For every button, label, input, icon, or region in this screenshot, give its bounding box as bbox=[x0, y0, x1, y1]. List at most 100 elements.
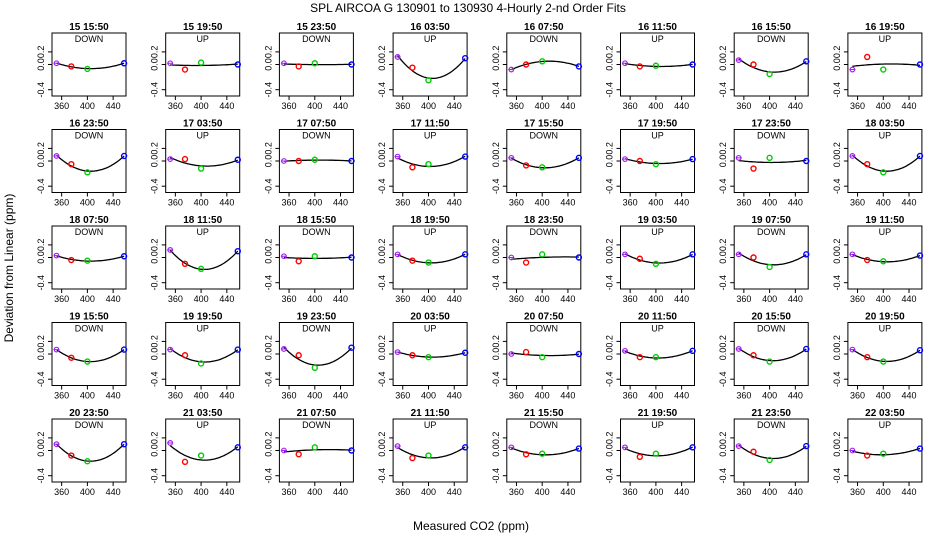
y-tick-label: -0.4 bbox=[36, 275, 46, 291]
x-tick-label: 440 bbox=[219, 101, 234, 111]
fit-curve bbox=[738, 58, 807, 73]
y-tick-label: -0.4 bbox=[491, 371, 501, 387]
x-tick-label: 400 bbox=[307, 101, 322, 111]
data-point bbox=[750, 61, 757, 68]
x-tick-label: 440 bbox=[333, 198, 348, 208]
x-tick-label: 360 bbox=[54, 487, 69, 497]
x-tick-label: 360 bbox=[736, 391, 751, 401]
fit-curve bbox=[624, 253, 693, 264]
data-point bbox=[348, 344, 355, 351]
y-tick-label: -0.4 bbox=[150, 371, 160, 387]
y-tick-label: -0.4 bbox=[491, 468, 501, 484]
y-tick-label: 0.2 bbox=[605, 432, 615, 445]
y-tick-label: 0.2 bbox=[263, 335, 273, 348]
x-tick-label: 440 bbox=[333, 294, 348, 304]
y-tick-label: -0.4 bbox=[491, 275, 501, 291]
x-tick-label: 360 bbox=[509, 487, 524, 497]
y-tick-label: -0.4 bbox=[150, 275, 160, 291]
y-tick-label: 0.0 bbox=[718, 155, 728, 168]
data-point bbox=[295, 157, 302, 165]
fit-curve bbox=[511, 352, 579, 357]
y-tick-label: -0.4 bbox=[377, 82, 387, 98]
x-tick-label: 440 bbox=[560, 198, 575, 208]
x-tick-label: 400 bbox=[194, 294, 209, 304]
data-point bbox=[522, 348, 530, 356]
data-point bbox=[864, 256, 871, 264]
x-tick-label: 440 bbox=[902, 294, 917, 304]
data-point bbox=[84, 458, 91, 465]
data-point bbox=[538, 353, 546, 361]
data-point bbox=[348, 254, 355, 261]
data-point bbox=[461, 251, 469, 258]
data-point bbox=[636, 353, 644, 361]
y-tick-label: -0.4 bbox=[377, 178, 387, 194]
data-point bbox=[461, 444, 469, 451]
y-tick-label: 0.2 bbox=[150, 46, 160, 59]
data-point bbox=[803, 345, 810, 353]
data-point bbox=[295, 63, 302, 70]
data-point bbox=[575, 63, 583, 70]
panel-title: 16 11:50 bbox=[638, 22, 677, 33]
panel-mode-label: UP bbox=[651, 227, 664, 237]
panel-title: 17 15:50 bbox=[524, 119, 564, 130]
y-tick-label: -0.4 bbox=[605, 371, 615, 387]
x-tick-label: 400 bbox=[762, 101, 777, 111]
x-tick-label: 360 bbox=[54, 101, 69, 111]
data-point bbox=[181, 260, 189, 267]
y-tick-label: 0.2 bbox=[263, 239, 273, 252]
data-point bbox=[766, 263, 773, 271]
y-tick-label: 0.2 bbox=[605, 46, 615, 59]
y-tick-label: 0.0 bbox=[718, 58, 728, 71]
panel-mode-label: UP bbox=[196, 131, 209, 141]
data-point bbox=[425, 160, 432, 168]
data-point bbox=[295, 352, 302, 359]
y-tick-label: -0.4 bbox=[150, 82, 160, 98]
y-tick-label: -0.4 bbox=[377, 371, 387, 387]
panel-mode-label: DOWN bbox=[757, 324, 786, 334]
panel-mode-label: DOWN bbox=[75, 227, 104, 237]
y-tick-label: -0.4 bbox=[263, 468, 273, 484]
x-tick-label: 440 bbox=[674, 101, 689, 111]
x-tick-label: 440 bbox=[788, 391, 803, 401]
x-tick-label: 360 bbox=[850, 487, 865, 497]
y-tick-label: -0.4 bbox=[491, 178, 501, 194]
panel-mode-label: DOWN bbox=[757, 420, 786, 430]
panel-mode-label: DOWN bbox=[530, 420, 559, 430]
y-tick-label: 0.2 bbox=[36, 432, 46, 445]
x-tick-label: 360 bbox=[168, 391, 183, 401]
x-tick-label: 360 bbox=[736, 294, 751, 304]
x-tick-label: 400 bbox=[421, 391, 436, 401]
x-tick-label: 400 bbox=[648, 294, 663, 304]
data-point bbox=[766, 154, 773, 162]
y-tick-label: 0.2 bbox=[36, 46, 46, 59]
y-tick-label: -0.4 bbox=[832, 371, 842, 387]
data-point bbox=[864, 53, 871, 61]
y-tick-label: 0.2 bbox=[36, 239, 46, 252]
x-tick-label: 400 bbox=[762, 391, 777, 401]
data-point bbox=[538, 450, 546, 457]
panel-mode-label: DOWN bbox=[757, 227, 786, 237]
panel-title: 17 11:50 bbox=[411, 119, 450, 130]
data-point bbox=[311, 60, 318, 67]
y-tick-label: -0.4 bbox=[377, 468, 387, 484]
x-tick-label: 360 bbox=[736, 101, 751, 111]
x-tick-label: 440 bbox=[106, 198, 121, 208]
x-tick-label: 440 bbox=[219, 391, 234, 401]
data-point bbox=[409, 454, 416, 462]
x-tick-label: 400 bbox=[80, 294, 95, 304]
data-point bbox=[68, 256, 75, 264]
x-tick-label: 360 bbox=[850, 101, 865, 111]
data-point bbox=[68, 354, 75, 361]
x-tick-label: 440 bbox=[447, 294, 462, 304]
y-tick-label: 0.0 bbox=[605, 251, 615, 264]
y-tick-label: 0.2 bbox=[718, 335, 728, 348]
data-point bbox=[750, 165, 757, 172]
y-tick-label: 0.2 bbox=[605, 335, 615, 348]
panel-title: 15 23:50 bbox=[297, 22, 337, 33]
data-point bbox=[120, 441, 128, 448]
